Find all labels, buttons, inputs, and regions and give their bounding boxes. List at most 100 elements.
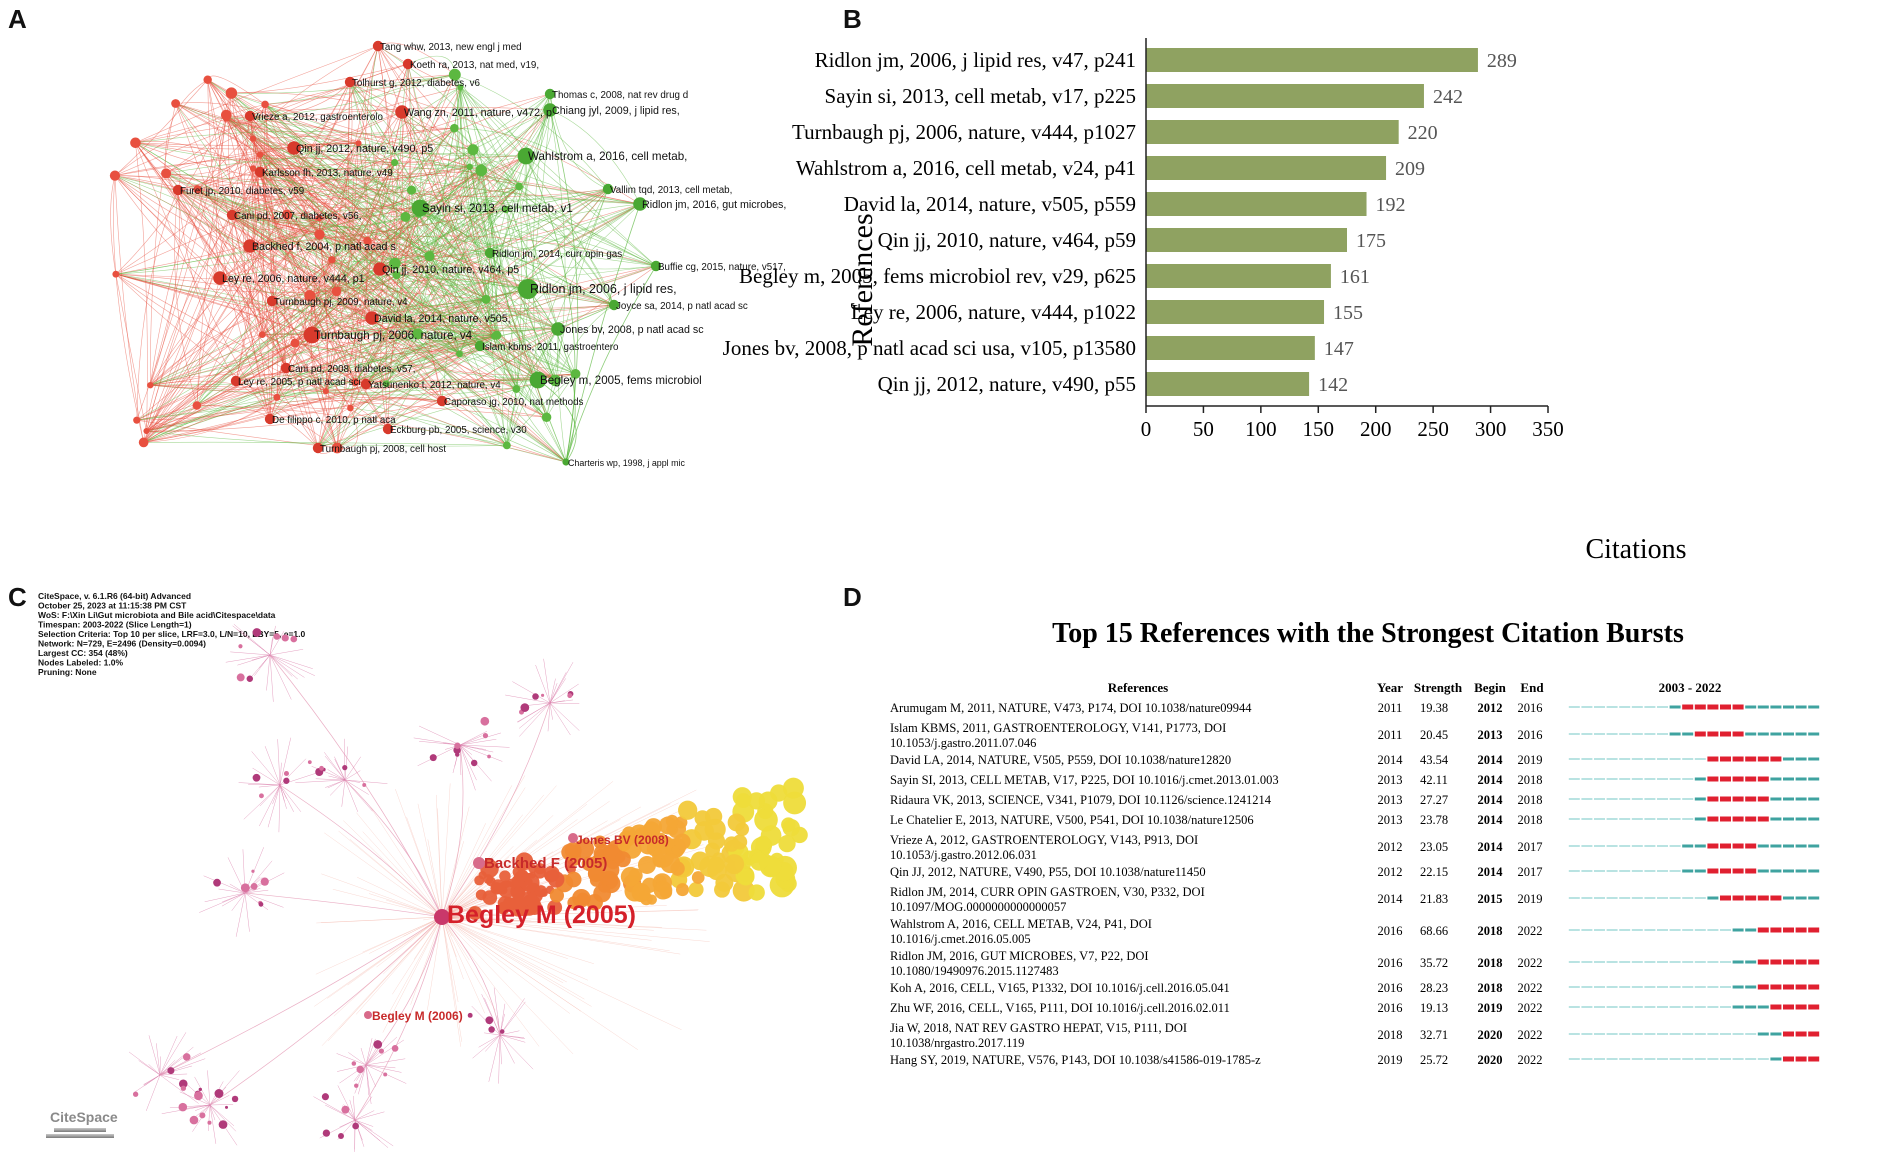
citespace-edge	[550, 703, 553, 720]
network-node-label: Chiang jyl, 2009, j lipid res,	[552, 105, 680, 117]
burst-segment	[1619, 986, 1630, 988]
burst-segment	[1607, 897, 1618, 899]
bar-value-label: 175	[1356, 230, 1386, 252]
burst-begin: 2015	[1478, 892, 1503, 906]
burst-segment	[1783, 1005, 1794, 1010]
citespace-node	[567, 693, 572, 698]
burst-segment	[1733, 844, 1744, 849]
burst-segment	[1796, 733, 1807, 736]
burst-segment	[1796, 818, 1807, 821]
burst-segment	[1632, 1033, 1643, 1035]
citespace-edge	[245, 893, 442, 917]
bar-value-label: 161	[1340, 266, 1370, 288]
burst-segment	[1733, 705, 1744, 710]
burst-segment	[1619, 1058, 1630, 1060]
citespace-info-line: CiteSpace, v. 6.1.R6 (64-bit) Advanced	[38, 591, 191, 601]
bar-value-label: 220	[1408, 122, 1438, 144]
network-node-label: Koeth ra, 2013, nat med, v19,	[410, 60, 539, 71]
burst-segment	[1733, 1058, 1744, 1060]
burst-segment	[1594, 845, 1605, 847]
burst-segment	[1770, 1033, 1781, 1036]
burst-segment	[1670, 870, 1681, 872]
citespace-edge	[345, 757, 361, 780]
citespace-edge	[230, 652, 270, 655]
network-node-label: Vallim tqd, 2013, cell metab,	[610, 185, 732, 196]
burst-begin: 2014	[1478, 753, 1504, 767]
burst-segment	[1607, 870, 1618, 872]
burst-segment	[1758, 757, 1769, 762]
burst-segment	[1783, 778, 1794, 781]
citespace-node	[654, 881, 673, 900]
citespace-info-line: Nodes Labeled: 1.0%	[38, 658, 123, 668]
network-node	[515, 183, 523, 191]
burst-segment	[1670, 758, 1681, 760]
citespace-edge	[344, 739, 345, 780]
burst-segment	[1783, 928, 1794, 933]
burst-year: 2013	[1378, 813, 1403, 827]
citespace-node	[483, 733, 488, 738]
burst-segment	[1682, 1006, 1693, 1008]
citespace-edge	[270, 655, 273, 702]
burst-segment	[1581, 1006, 1592, 1008]
citespace-edge	[366, 1065, 402, 1072]
citespace-edge	[149, 1035, 160, 1075]
burst-segment	[1796, 778, 1807, 781]
burst-segment	[1745, 757, 1756, 762]
burst-segment	[1569, 845, 1580, 847]
network-node	[147, 382, 153, 388]
burst-segment	[1594, 1058, 1605, 1060]
citespace-node	[732, 835, 747, 850]
burst-year: 2018	[1378, 1028, 1403, 1042]
burst-end: 2022	[1518, 924, 1543, 938]
network-node-label: Charteris wp, 1998, j appl mic	[568, 458, 685, 468]
citespace-edge	[442, 917, 461, 1047]
citespace-node	[284, 771, 289, 776]
bar-value-label: 155	[1333, 302, 1363, 324]
citespace-edge	[371, 807, 442, 917]
burst-segment	[1594, 1006, 1605, 1008]
burst-begin: 2020	[1478, 1028, 1503, 1042]
burst-segment	[1670, 845, 1681, 847]
burst-reference: Jia W, 2018, NAT REV GASTRO HEPAT, V15, …	[890, 1021, 1187, 1035]
burst-segment	[1607, 845, 1618, 847]
citespace-node	[190, 1116, 199, 1125]
burst-segment	[1720, 869, 1731, 874]
burst-segment	[1758, 845, 1769, 848]
citespace-node	[392, 1045, 399, 1052]
burst-segment	[1657, 845, 1668, 847]
burst-segment	[1770, 985, 1781, 990]
burst-segment	[1581, 758, 1592, 760]
bar	[1146, 192, 1367, 216]
burst-segment	[1607, 1006, 1618, 1008]
burst-year: 2016	[1378, 1001, 1403, 1015]
citespace-node	[499, 870, 510, 881]
burst-end: 2017	[1518, 840, 1543, 854]
burst-segment	[1770, 706, 1781, 709]
network-node	[512, 385, 520, 393]
burst-segment	[1745, 797, 1756, 802]
burst-segment	[1569, 818, 1580, 820]
citespace-edge	[245, 893, 249, 932]
network-node	[314, 229, 324, 239]
burst-segment	[1695, 929, 1706, 931]
network-node	[456, 350, 463, 357]
citespace-node	[678, 801, 697, 820]
burst-segment	[1796, 1005, 1807, 1010]
citespace-edge	[222, 893, 245, 906]
burst-segment	[1695, 961, 1706, 963]
citespace-edge	[278, 739, 280, 785]
burst-segment	[1594, 986, 1605, 988]
burst-strength: 23.05	[1420, 840, 1448, 854]
burst-segment	[1670, 961, 1681, 963]
citespace-edge	[160, 1075, 199, 1104]
network-node	[424, 251, 434, 261]
burst-segment	[1569, 929, 1580, 931]
burst-reference: Ridaura VK, 2013, SCIENCE, V341, P1079, …	[890, 793, 1272, 807]
burst-segment	[1670, 1006, 1681, 1008]
burst-segment	[1682, 705, 1693, 710]
burst-segment	[1682, 798, 1693, 800]
burst-segment	[1569, 986, 1580, 988]
burst-segment	[1619, 897, 1630, 899]
citespace-info-line: October 25, 2023 at 11:15:38 PM CST	[38, 601, 187, 611]
